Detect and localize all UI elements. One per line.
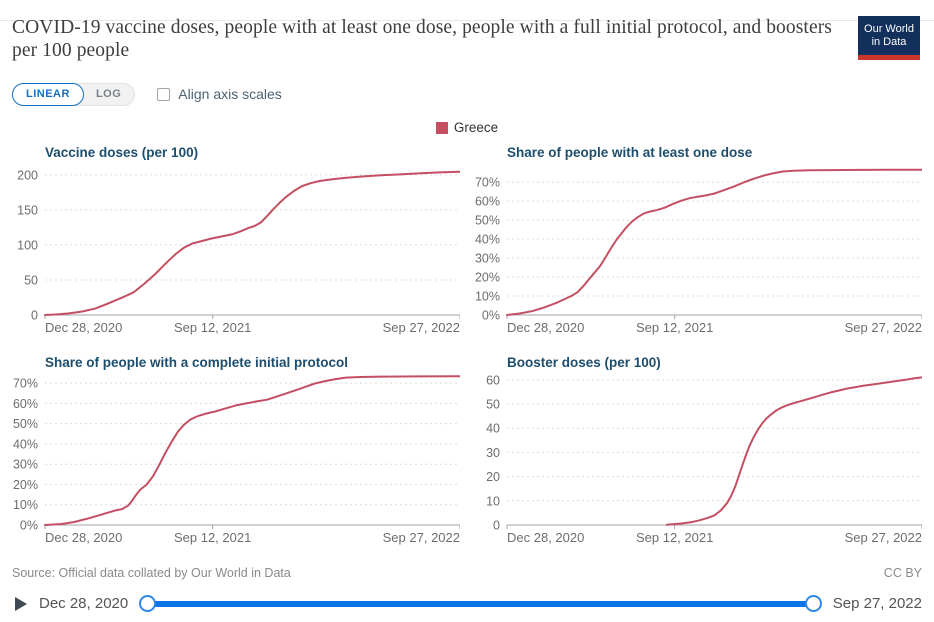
svg-text:0: 0 [493,518,500,532]
svg-text:Dec 28, 2020: Dec 28, 2020 [45,530,122,545]
chart-plot[interactable]: 0% 10% 20% 30% 40% 50% 60% 70% Dec 28, 2020 Sep 1… [474,165,922,339]
chart-title: Vaccine doses (per 100) [45,144,199,160]
legend-swatch-icon [435,121,448,134]
play-icon[interactable] [15,596,27,611]
svg-text:60: 60 [486,375,500,387]
owid-logo-text: Our World in Data [858,16,920,55]
header: COVID-19 vaccine doses, people with at l… [12,16,922,63]
svg-text:70%: 70% [13,376,38,390]
svg-text:40%: 40% [13,437,38,451]
svg-text:Sep 12, 2021: Sep 12, 2021 [636,530,713,545]
svg-text:70%: 70% [475,175,500,189]
svg-text:Sep 12, 2021: Sep 12, 2021 [174,530,251,545]
timeline: Dec 28, 2020 Sep 27, 2022 [12,593,922,615]
chart-title: Share of people with a complete initial … [45,354,349,370]
chart-footer: Source: Official data collated by Our Wo… [12,566,922,580]
svg-text:Sep 27, 2022: Sep 27, 2022 [383,320,460,335]
svg-text:60%: 60% [13,397,38,411]
svg-text:50%: 50% [475,213,500,227]
timeline-handle-start[interactable] [139,594,157,612]
svg-text:100: 100 [17,238,38,252]
chart-title: Booster doses (per 100) [507,354,661,370]
chart-plot[interactable]: 0 10 20 30 40 50 60 Dec 28, 2020 Sep 12, 2021 Sep… [474,375,922,549]
svg-text:Sep 12, 2021: Sep 12, 2021 [636,320,713,335]
svg-text:30%: 30% [475,251,500,265]
timeline-track[interactable] [142,600,819,607]
top-divider [0,20,934,21]
svg-text:150: 150 [17,203,38,217]
grapher-page: COVID-19 vaccine doses, people with at l… [0,16,934,615]
svg-text:50: 50 [486,397,500,411]
svg-text:0%: 0% [482,308,500,322]
svg-text:50: 50 [24,273,38,287]
chart-at-least-one-dose: Share of people with at least one dose 0… [474,145,922,339]
svg-text:Dec 28, 2020: Dec 28, 2020 [507,530,584,545]
chart-plot[interactable]: 0% 10% 20% 30% 40% 50% 60% 70% Dec 28, 2020 Sep 1… [12,374,460,549]
source-note: Source: Official data collated by Our Wo… [12,565,291,580]
controls-row: LINEAR LOG Align axis scales [12,82,922,106]
facet-chart-grid: Vaccine doses (per 100) 0 50 100 150 200 Dec … [12,145,922,549]
svg-text:50%: 50% [13,417,38,431]
align-axis-checkbox[interactable] [157,87,171,101]
chart-booster-doses: Booster doses (per 100) 0 10 20 30 40 50 60 Dec… [474,355,922,549]
timeline-slider[interactable] [139,594,822,613]
legend[interactable]: Greece [12,120,922,136]
legend-label: Greece [453,120,499,136]
svg-text:0%: 0% [20,518,38,532]
svg-text:10%: 10% [475,289,500,303]
chart-title: Share of people with at least one dose [507,144,753,160]
svg-text:Sep 27, 2022: Sep 27, 2022 [845,530,922,545]
chart-vaccine-doses: Vaccine doses (per 100) 0 50 100 150 200 Dec … [12,145,460,339]
svg-text:Dec 28, 2020: Dec 28, 2020 [45,320,122,335]
linear-button[interactable]: LINEAR [12,82,84,106]
owid-logo[interactable]: Our World in Data [858,16,920,60]
svg-text:Sep 12, 2021: Sep 12, 2021 [174,320,251,335]
svg-text:30: 30 [486,446,500,460]
owid-logo-strip [858,55,920,60]
svg-text:40%: 40% [475,232,500,246]
timeline-end-date: Sep 27, 2022 [832,595,922,613]
svg-text:20: 20 [486,470,500,484]
timeline-handle-end[interactable] [804,594,822,612]
chart-plot[interactable]: 0 50 100 150 200 Dec 28, 2020 Sep 12, 2021 Sep … [12,165,460,339]
align-axis-control[interactable]: Align axis scales [157,86,282,102]
log-button[interactable]: LOG [95,88,122,101]
svg-text:30%: 30% [13,457,38,471]
svg-text:10: 10 [486,494,500,508]
svg-text:Sep 27, 2022: Sep 27, 2022 [845,320,922,335]
timeline-start-date: Dec 28, 2020 [39,595,129,613]
chart-complete-initial-protocol: Share of people with a complete initial … [12,355,460,549]
scale-toggle: LINEAR LOG [12,82,136,106]
svg-text:0: 0 [31,308,38,322]
license-link[interactable]: CC BY [883,565,922,580]
svg-text:20%: 20% [475,270,500,284]
svg-text:20%: 20% [13,478,38,492]
svg-text:60%: 60% [475,194,500,208]
page-title: COVID-19 vaccine doses, people with at l… [12,17,832,62]
align-axis-label: Align axis scales [178,86,282,103]
svg-text:Sep 27, 2022: Sep 27, 2022 [383,530,460,545]
svg-text:Dec 28, 2020: Dec 28, 2020 [507,320,584,335]
svg-text:40: 40 [486,422,500,436]
svg-text:10%: 10% [13,498,38,512]
svg-text:200: 200 [17,168,38,182]
